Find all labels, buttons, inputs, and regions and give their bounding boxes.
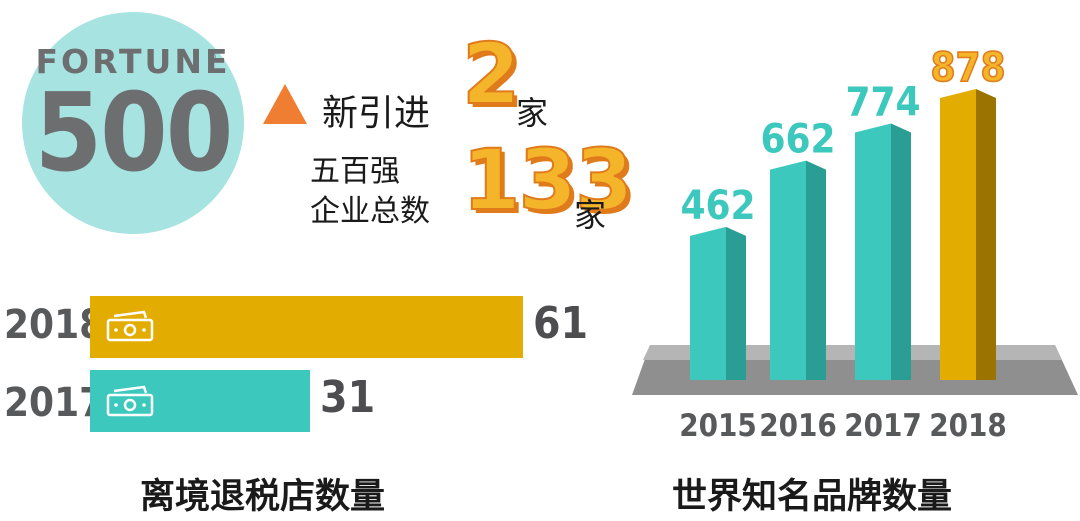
column-category-label: 2017 <box>844 408 922 444</box>
hbar-value-label: 31 <box>320 372 376 423</box>
column-bar-side <box>891 123 911 381</box>
hbar-value-label: 61 <box>533 298 589 349</box>
total-value: 133 <box>461 131 634 229</box>
total-label-line2: 企业总数 <box>310 194 430 229</box>
total-label-line1: 五百强 <box>310 154 400 189</box>
hbar-category-label: 2017 <box>4 380 105 426</box>
column-bar-side <box>726 226 746 380</box>
new-intro-value: 2 <box>461 25 521 123</box>
column-value-label: 774 <box>845 79 920 125</box>
column-value-label: 462 <box>680 183 755 229</box>
column-chart-title: 世界知名品牌数量 <box>672 477 953 517</box>
new-intro-label: 新引进 <box>322 93 431 134</box>
fortune-logo-registered-mark: ® <box>207 52 217 63</box>
fortune-500-logo <box>22 12 244 234</box>
money-bill-icon <box>106 385 154 417</box>
money-bill-icon <box>106 310 154 342</box>
column-category-label: 2018 <box>929 408 1007 444</box>
column-bar-front <box>940 89 976 380</box>
new-intro-unit: 家 <box>516 94 549 132</box>
hbar-chart-title: 离境退税店数量 <box>140 477 386 517</box>
fortune-logo-word: FORTUNE <box>35 42 231 81</box>
total-unit: 家 <box>574 196 607 234</box>
column-value-label: 878 <box>930 45 1005 91</box>
column-bar-front <box>770 160 806 380</box>
hbar-category-label: 2018 <box>4 302 105 348</box>
up-triangle-icon <box>263 84 307 124</box>
column-bar-side <box>806 160 826 380</box>
column-value-label: 662 <box>760 117 835 163</box>
column-bar-front <box>690 226 726 380</box>
column-bar-front <box>855 123 891 381</box>
fortune-logo-number: 500 <box>34 71 234 196</box>
column-category-label: 2016 <box>759 408 837 444</box>
hbar-2018 <box>90 296 523 358</box>
column-category-label: 2015 <box>679 408 757 444</box>
column-bar-side <box>976 89 996 380</box>
